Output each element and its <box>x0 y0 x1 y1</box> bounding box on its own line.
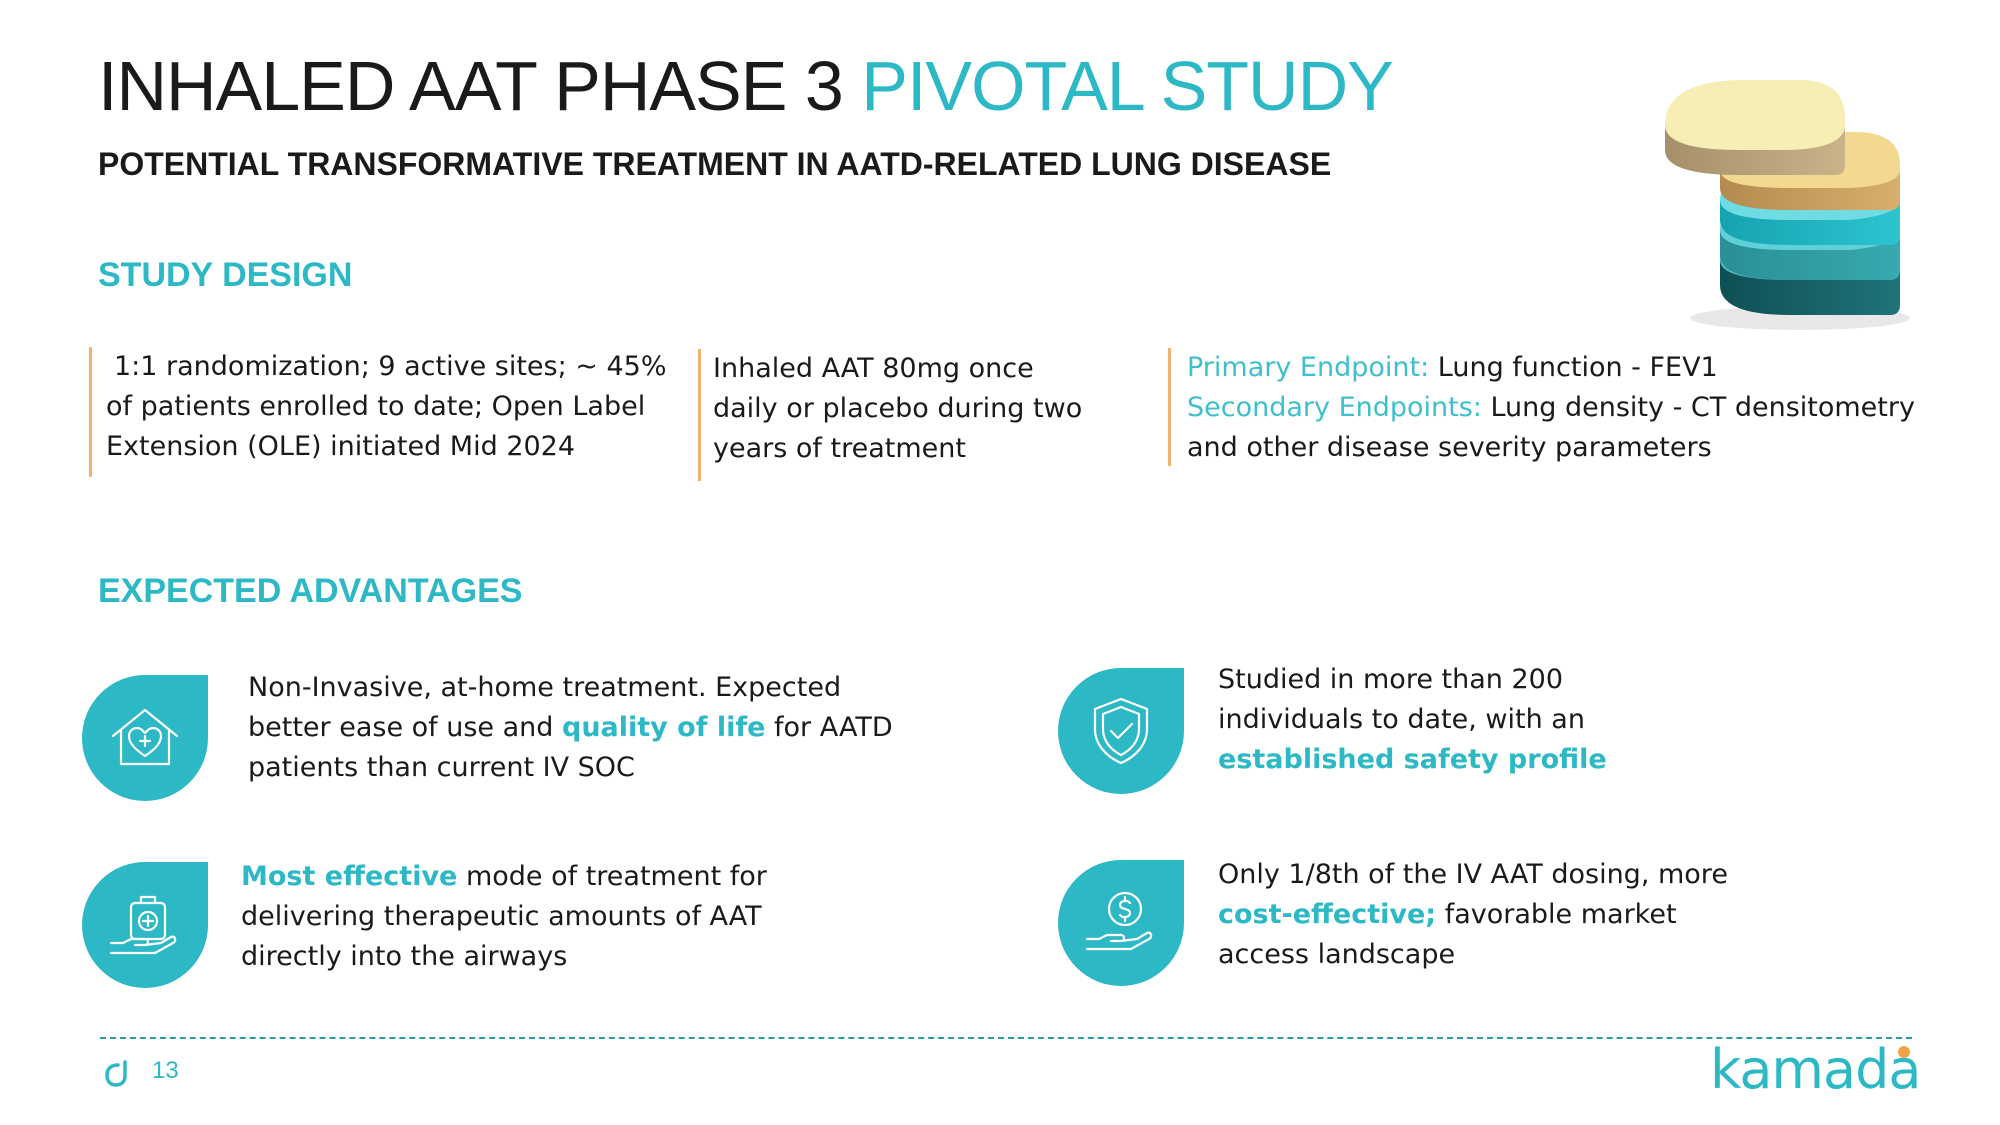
advantage-4-line2: cost-effective; favorable market <box>1218 895 1938 935</box>
study-design-dosing: Inhaled AAT 80mg once daily or placebo d… <box>698 349 1143 481</box>
advantage-safety-profile: Studied in more than 200 individuals to … <box>1218 660 1938 780</box>
advantage-3-line3: directly into the airways <box>241 941 568 972</box>
expected-advantages-heading: EXPECTED ADVANTAGES <box>98 572 523 610</box>
endpoint-line3: and other disease severity parameters <box>1187 432 1712 463</box>
advantage-1-line2-pre: better ease of use and <box>248 712 562 743</box>
advantage-4-line2-post: favorable market <box>1436 899 1677 930</box>
kamada-mark-icon <box>105 1060 127 1087</box>
stacked-layers-graphic <box>1665 80 1910 330</box>
secondary-endpoint-label: Secondary Endpoints: <box>1187 392 1482 423</box>
page-number: 13 <box>152 1057 179 1084</box>
primary-endpoint-label: Primary Endpoint: <box>1187 352 1430 383</box>
advantage-1-highlight: quality of life <box>562 712 766 743</box>
design-col2-line: years of treatment <box>713 433 966 464</box>
title-accent: PIVOTAL STUDY <box>861 47 1394 125</box>
dollar-hand-icon <box>1058 860 1184 986</box>
page-subtitle: POTENTIAL TRANSFORMATIVE TREATMENT IN AA… <box>98 146 1332 182</box>
shield-check-icon <box>1058 668 1184 794</box>
brand-logo: kamada <box>1710 1038 1921 1101</box>
advantage-2-line1: Studied in more than 200 <box>1218 664 1564 695</box>
design-col1-line: Extension (OLE) initiated Mid 2024 <box>106 431 576 462</box>
secondary-endpoint: Secondary Endpoints: Lung density - CT d… <box>1187 388 1987 428</box>
study-design-randomization: 1:1 randomization; 9 active sites; ~ 45%… <box>89 347 696 477</box>
home-care-icon <box>82 675 208 801</box>
advantage-3-highlight: Most effective <box>241 861 458 892</box>
title-main: INHALED AAT PHASE 3 <box>98 47 862 125</box>
design-col2-line: Inhaled AAT 80mg once <box>713 353 1034 384</box>
advantage-1-line1: Non-Invasive, at-home treatment. Expecte… <box>248 672 842 703</box>
advantage-3-line1-post: mode of treatment for <box>457 861 767 892</box>
study-design-endpoints: Primary Endpoint: Lung function - FEV1 S… <box>1168 348 1987 466</box>
advantage-3-line1: Most effective mode of treatment for <box>241 857 961 897</box>
medical-kit-hand-icon <box>82 862 208 988</box>
advantage-3-line2: delivering therapeutic amounts of AAT <box>241 901 762 932</box>
footer-divider <box>100 1037 1912 1039</box>
advantage-2-highlight: established safety profile <box>1218 744 1607 775</box>
advantage-home-treatment: Non-Invasive, at-home treatment. Expecte… <box>248 668 968 788</box>
advantage-1-line2: better ease of use and quality of life f… <box>248 708 968 748</box>
brand-logo-dot <box>1898 1046 1910 1058</box>
advantage-most-effective: Most effective mode of treatment for del… <box>241 857 961 977</box>
design-col1-line: of patients enrolled to date; Open Label <box>106 391 646 422</box>
advantage-2-line2: individuals to date, with an <box>1218 704 1585 735</box>
study-design-heading: STUDY DESIGN <box>98 256 353 294</box>
design-col2-line: daily or placebo during two <box>713 393 1083 424</box>
design-col1-line: 1:1 randomization; 9 active sites; ~ 45% <box>114 351 667 382</box>
secondary-endpoint-value: Lung density - CT densitometry <box>1481 392 1915 423</box>
advantage-1-line3: patients than current IV SOC <box>248 752 635 783</box>
primary-endpoint: Primary Endpoint: Lung function - FEV1 <box>1187 348 1987 388</box>
advantage-4-line3: access landscape <box>1218 939 1456 970</box>
primary-endpoint-value: Lung function - FEV1 <box>1429 352 1718 383</box>
advantage-4-line1: Only 1/8th of the IV AAT dosing, more <box>1218 859 1728 890</box>
page-title: INHALED AAT PHASE 3 PIVOTAL STUDY <box>98 44 1394 128</box>
advantage-1-line2-post: for AATD <box>765 712 893 743</box>
advantage-cost-effective: Only 1/8th of the IV AAT dosing, more co… <box>1218 855 1938 975</box>
advantage-4-highlight: cost-effective; <box>1218 899 1437 930</box>
